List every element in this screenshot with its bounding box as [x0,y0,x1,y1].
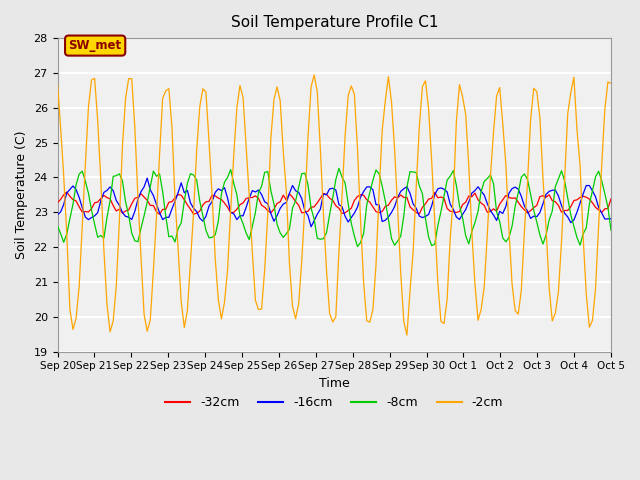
-16cm [54,212,61,217]
-8cm [335,166,343,171]
Text: SW_met: SW_met [68,39,122,52]
-8cm [264,169,271,175]
-2cm [403,332,411,338]
-2cm [54,80,61,86]
-16cm [118,210,126,216]
Line: -32cm: -32cm [58,192,611,214]
-16cm [267,211,275,216]
-16cm [63,190,70,196]
-16cm [171,198,179,204]
Line: -2cm: -2cm [58,75,611,335]
Legend: -32cm, -16cm, -8cm, -2cm: -32cm, -16cm, -8cm, -2cm [160,391,508,414]
-2cm [607,81,615,86]
-32cm [54,200,61,205]
Y-axis label: Soil Temperature (C): Soil Temperature (C) [15,131,28,259]
-2cm [63,232,70,238]
-8cm [552,184,559,190]
-16cm [552,187,559,193]
-2cm [595,222,602,228]
-8cm [63,231,70,237]
-2cm [264,211,271,217]
-16cm [607,216,615,222]
-32cm [270,206,278,212]
-32cm [552,199,559,204]
-32cm [66,193,74,199]
-8cm [118,178,126,184]
-32cm [607,196,615,202]
Line: -8cm: -8cm [58,168,611,247]
-8cm [354,244,362,250]
-16cm [595,204,602,210]
-8cm [54,223,61,228]
-2cm [310,72,318,78]
-32cm [156,211,163,217]
-16cm [307,224,315,229]
-16cm [143,175,151,181]
-8cm [607,228,615,233]
-8cm [168,233,176,239]
-32cm [63,189,70,195]
-8cm [595,168,602,174]
-32cm [122,208,129,214]
X-axis label: Time: Time [319,377,349,390]
Title: Soil Temperature Profile C1: Soil Temperature Profile C1 [230,15,438,30]
Line: -16cm: -16cm [58,178,611,227]
-2cm [552,311,559,316]
-2cm [118,143,126,149]
-2cm [168,124,176,130]
-32cm [595,207,602,213]
-32cm [174,192,182,197]
